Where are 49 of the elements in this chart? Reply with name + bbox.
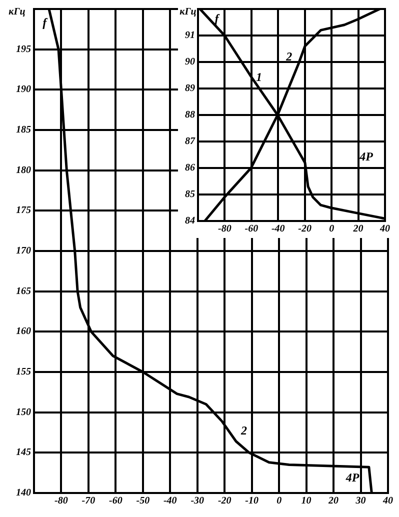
x-tick-label: -30 [190,496,204,507]
y-tick-label: 86 [185,162,195,174]
y-tick-label: 155 [16,366,31,378]
x-tick-label: -20 [218,496,232,507]
x-tick-label: -40 [163,496,177,507]
x-tick-label: -40 [271,224,285,235]
x-tick-label: -20 [298,224,312,235]
y-tick-label: 160 [16,326,31,338]
y-tick-label: 89 [185,83,195,94]
x-tick-label: -80 [54,496,68,507]
series-label: 2 [240,423,248,438]
y-tick-label: 85 [185,189,195,200]
y-tick-label: 140 [16,488,31,499]
y-tick-label: 90 [185,56,195,68]
x-tick-label: 40 [379,224,390,235]
y-tick-label: 195 [16,44,31,55]
y-tick-label: 87 [185,136,196,148]
y-tick-label: 190 [16,84,31,96]
x-tick-label: 20 [352,224,364,235]
y-tick-label: 170 [16,246,31,257]
x-tick-label: 10 [301,496,312,507]
y-axis-title: кГц [180,6,197,18]
y-tick-label: 84 [185,216,195,227]
annotation: f [42,16,48,30]
y-tick-label: 165 [16,286,31,297]
x-tick-label: 40 [382,496,393,507]
x-tick-label: -60 [109,496,122,507]
x-tick-label: 0 [329,224,334,235]
x-tick-label: 20 [328,496,339,507]
x-tick-label: 0 [276,496,282,507]
annotation: f [214,12,220,26]
y-tick-label: 145 [16,447,31,458]
series-label: 1 [256,70,262,84]
y-axis-title: кГц [8,6,26,18]
x-tick-label: 30 [354,496,366,507]
x-tick-label: -70 [82,496,96,507]
series-label: 2 [285,50,292,64]
x-tick-label: -80 [218,224,232,235]
annotation: 4P [358,149,374,164]
x-tick-label: -10 [245,496,259,507]
y-tick-label: 150 [16,406,31,418]
x-tick-label: -60 [244,224,258,235]
y-tick-label: 91 [185,30,195,42]
x-tick-label: -50 [136,496,150,507]
annotation: 4P [344,470,360,485]
y-tick-label: 175 [16,205,31,216]
y-tick-label: 88 [185,110,195,121]
y-tick-label: 185 [16,124,31,136]
y-tick-label: 180 [16,164,31,176]
